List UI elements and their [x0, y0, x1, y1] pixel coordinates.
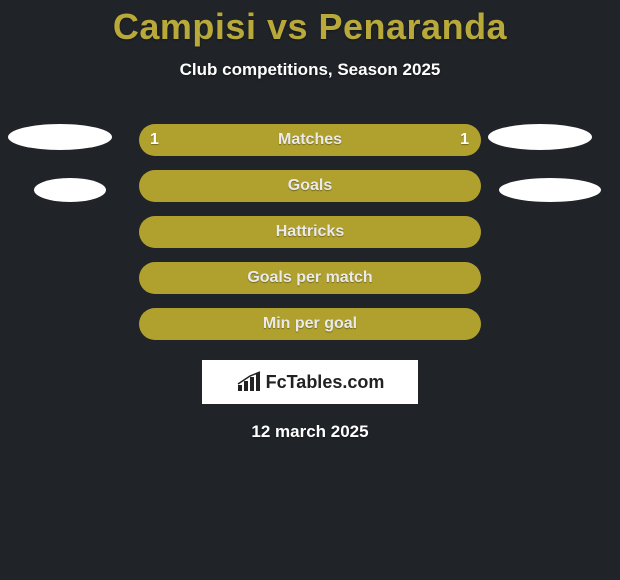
stat-row-min-per-goal: Min per goal: [0, 308, 620, 340]
avatar-ellipse: [488, 124, 592, 150]
stat-label: Goals per match: [247, 269, 372, 287]
page-subtitle: Club competitions, Season 2025: [180, 60, 441, 80]
content-wrapper: Campisi vs Penaranda Club competitions, …: [0, 0, 620, 580]
stat-label: Matches: [278, 131, 342, 149]
stat-label: Min per goal: [263, 315, 357, 333]
chart-icon: [236, 371, 262, 393]
avatar-ellipse: [34, 178, 106, 202]
date-text: 12 march 2025: [251, 422, 368, 442]
stat-row-goals-per-match: Goals per match: [0, 262, 620, 294]
logo-text: FcTables.com: [266, 372, 385, 393]
stat-rows: 1 Matches 1 Goals Hattricks Goals per ma…: [0, 124, 620, 340]
stat-row-hattricks: Hattricks: [0, 216, 620, 248]
avatar-ellipse: [499, 178, 601, 202]
stat-value-right: 1: [460, 131, 469, 149]
stat-label: Hattricks: [276, 223, 344, 241]
page-title: Campisi vs Penaranda: [113, 6, 507, 48]
stat-label: Goals: [288, 177, 332, 195]
avatar-ellipse: [8, 124, 112, 150]
stat-value-left: 1: [150, 131, 159, 149]
logo-box: FcTables.com: [202, 360, 418, 404]
